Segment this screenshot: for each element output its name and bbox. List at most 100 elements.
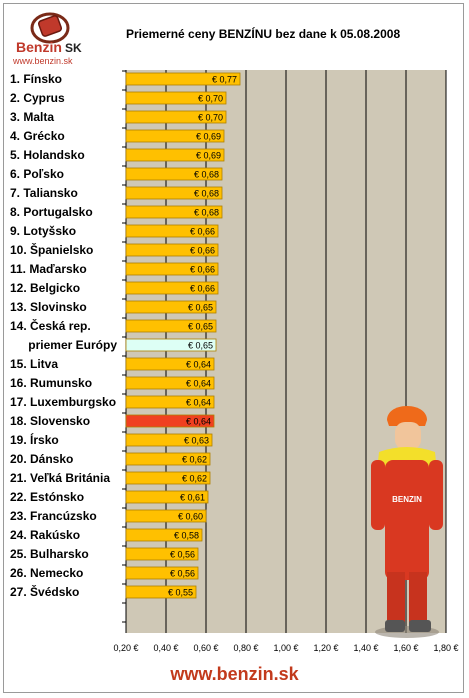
bar [125, 319, 217, 333]
bar-value-label: € 0,55 [168, 588, 193, 598]
bar-value-label: € 0,64 [186, 379, 211, 389]
category-labels: 1. Fínsko 2. Cyprus 3. Malta 4. Grécko 5. Ho… [10, 72, 117, 599]
bar [125, 224, 219, 238]
category-label: 24. Rakúsko [10, 528, 80, 542]
x-tick-label: 0,80 € [233, 643, 258, 653]
svg-text:BENZIN: BENZIN [392, 495, 422, 504]
x-tick-label: 1,20 € [313, 643, 338, 653]
bar [125, 91, 227, 105]
bar [125, 243, 219, 257]
bar [125, 528, 203, 542]
bar [125, 566, 199, 580]
category-label: 1. Fínsko [10, 72, 62, 86]
bar-value-label: € 0,61 [180, 493, 205, 503]
mechanic-mascot-icon: BENZIN [371, 406, 443, 638]
bar-value-label: € 0,58 [174, 531, 199, 541]
chart-frame [3, 3, 464, 693]
logo-url: www.benzin.sk [12, 56, 73, 66]
bar-value-label: € 0,64 [186, 398, 211, 408]
bar [125, 452, 211, 466]
category-label: 19. Írsko [10, 432, 59, 447]
bar [125, 376, 215, 390]
bar [125, 509, 207, 523]
bar-value-label: € 0,70 [198, 113, 223, 123]
category-label: 10. Španielsko [10, 242, 93, 257]
chart-title: Priemerné ceny BENZÍNU bez dane k 05.08.… [126, 27, 401, 41]
logo-icon: Benzin SK www.benzin.sk [12, 12, 82, 66]
category-label: 22. Estónsko [10, 490, 84, 504]
x-tick-label: 1,60 € [393, 643, 418, 653]
category-label: 13. Slovinsko [10, 300, 87, 314]
bar [125, 186, 223, 200]
x-tick-label: 0,40 € [153, 643, 178, 653]
bar [125, 300, 217, 314]
x-tick-label: 1,40 € [353, 643, 378, 653]
logo-brand-suffix: SK [65, 41, 82, 55]
category-label: 18. Slovensko [10, 414, 90, 428]
category-label: 27. Švédsko [10, 584, 79, 599]
bar [125, 338, 217, 352]
bar-value-label: € 0,62 [182, 474, 207, 484]
category-label: 14. Česká rep. [10, 318, 91, 333]
category-label: 26. Nemecko [10, 566, 83, 580]
bar-value-label: € 0,70 [198, 94, 223, 104]
bars: € 0,77 € 0,70 € 0,70 € 0,69 € 0,69 € 0,68 € 0,… [125, 72, 241, 599]
category-label: 12. Belgicko [10, 281, 80, 295]
bar [125, 205, 223, 219]
bar-value-label: € 0,65 [188, 341, 213, 351]
x-tick-label: 1,80 € [433, 643, 458, 653]
bar [125, 547, 199, 561]
category-label: 3. Malta [10, 110, 54, 124]
category-label: 4. Grécko [10, 129, 65, 143]
category-label: 7. Taliansko [10, 186, 78, 200]
category-label: priemer Európy [28, 338, 117, 352]
bar-value-label: € 0,77 [212, 75, 237, 85]
bar-value-label: € 0,63 [184, 436, 209, 446]
bar-value-label: € 0,68 [194, 189, 219, 199]
bar-value-label: € 0,65 [188, 322, 213, 332]
x-tick-label: 0,20 € [113, 643, 138, 653]
category-label: 9. Lotyšsko [10, 224, 76, 238]
category-label: 21. Veľká Británia [10, 471, 110, 485]
category-label: 23. Francúzsko [10, 509, 97, 523]
bar-value-label: € 0,69 [196, 151, 221, 161]
category-label: 2. Cyprus [10, 91, 65, 105]
bar [125, 72, 241, 86]
bar-value-label: € 0,60 [178, 512, 203, 522]
bar-value-label: € 0,66 [190, 227, 215, 237]
bar-value-label: € 0,56 [170, 550, 195, 560]
category-label: 16. Rumunsko [10, 376, 92, 390]
category-label: 20. Dánsko [10, 452, 73, 466]
category-label: 15. Litva [10, 357, 58, 371]
bar [125, 148, 225, 162]
category-label: 8. Portugalsko [10, 205, 93, 219]
footer-url[interactable]: www.benzin.sk [170, 664, 299, 684]
bar [125, 395, 215, 409]
bar-value-label: € 0,56 [170, 569, 195, 579]
category-label: 17. Luxemburgsko [10, 395, 116, 409]
bar [125, 167, 223, 181]
bar [125, 433, 213, 447]
bar [125, 490, 209, 504]
category-label: 11. Maďarsko [10, 262, 87, 276]
bar-value-label: € 0,64 [186, 360, 211, 370]
x-tick-label: 1,00 € [273, 643, 298, 653]
bar [125, 357, 215, 371]
bar [125, 414, 215, 428]
bar [125, 110, 227, 124]
bar-value-label: € 0,68 [194, 208, 219, 218]
bar-value-label: € 0,66 [190, 246, 215, 256]
logo-brand: Benzin [16, 39, 62, 55]
bar [125, 129, 225, 143]
category-label: 25. Bulharsko [10, 547, 89, 561]
bar-value-label: € 0,64 [186, 417, 211, 427]
bar [125, 471, 211, 485]
bar-value-label: € 0,66 [190, 284, 215, 294]
x-tick-label: 0,60 € [193, 643, 218, 653]
bar [125, 585, 197, 599]
bar-value-label: € 0,66 [190, 265, 215, 275]
benzin-logo[interactable]: Benzin SK www.benzin.sk [10, 8, 90, 68]
category-label: 5. Holandsko [10, 148, 85, 162]
bar-value-label: € 0,68 [194, 170, 219, 180]
